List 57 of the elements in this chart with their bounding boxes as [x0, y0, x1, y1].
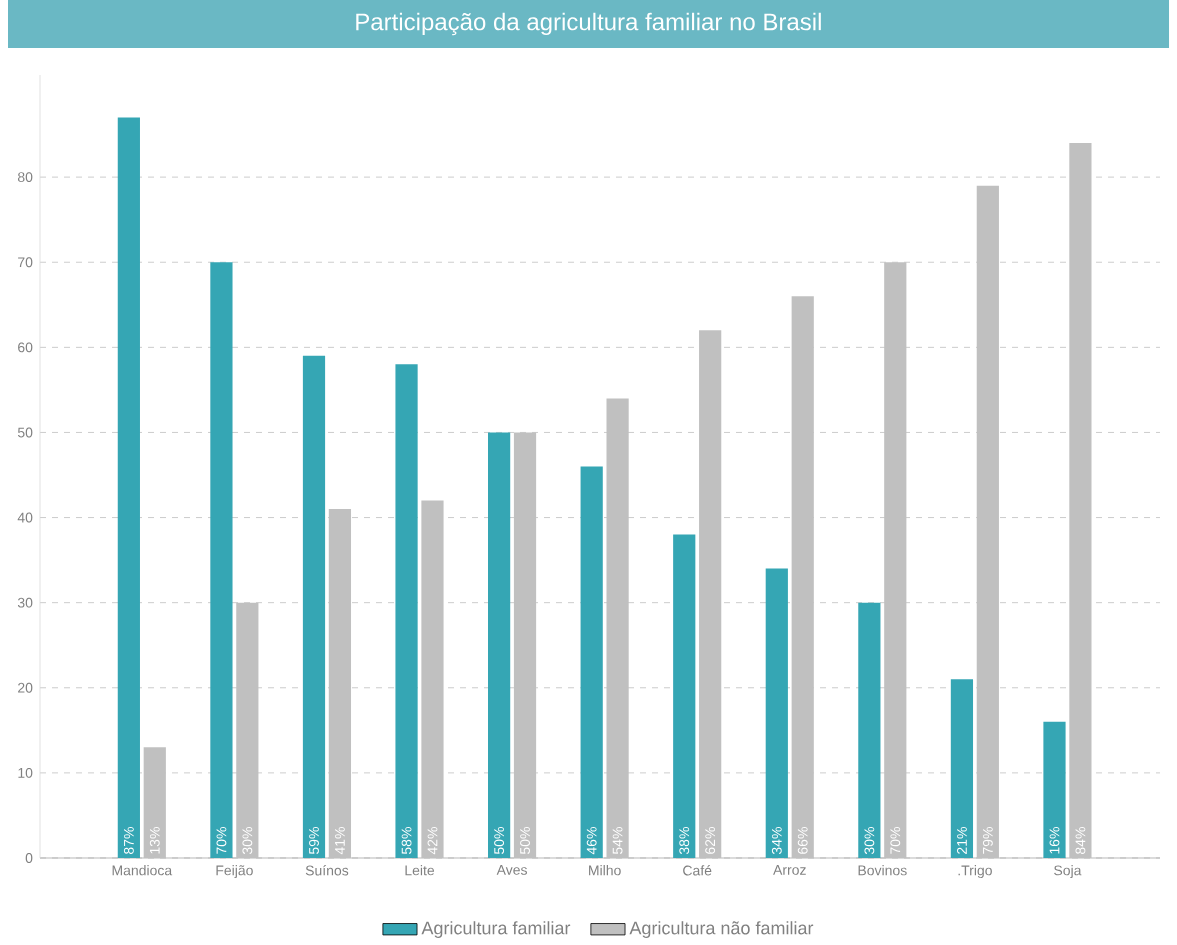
- data-label: 34%: [771, 826, 782, 854]
- x-tick-label: Milho: [589, 864, 621, 876]
- bar: [210, 262, 233, 858]
- data-label: 70%: [890, 826, 901, 854]
- y-tick-label: 0: [25, 852, 33, 863]
- bar: [395, 364, 418, 858]
- chart-title: Participação da agricultura familiar no Brasil: [356, 12, 821, 36]
- y-tick-label: 80: [17, 172, 33, 182]
- y-tick-label: 30: [17, 597, 33, 608]
- legend-label: Agricultura familiar: [421, 921, 571, 938]
- x-tick-label: Soja: [1054, 864, 1082, 878]
- x-tick-label: Arroz: [773, 864, 806, 875]
- data-label: 58%: [401, 826, 412, 854]
- bar: [791, 296, 814, 858]
- x-tick-label: .Trigo: [958, 864, 992, 878]
- data-label: 59%: [309, 826, 319, 854]
- x-tick-label: Bovinos: [858, 864, 907, 876]
- y-tick-label: 70: [18, 257, 33, 268]
- data-label: 46%: [586, 826, 597, 855]
- data-label: 21%: [957, 826, 967, 854]
- data-label: 16%: [1049, 826, 1060, 854]
- data-label: 84%: [1075, 826, 1086, 854]
- data-label: 41%: [335, 826, 345, 855]
- data-label: 54%: [612, 826, 623, 854]
- y-tick-label: 40: [17, 512, 33, 523]
- y-tick-label: 60: [18, 342, 33, 353]
- bar: [858, 602, 881, 858]
- bar: [1043, 721, 1066, 858]
- data-label: 13%: [149, 826, 160, 854]
- y-tick-label: 50: [17, 427, 33, 438]
- bar: [765, 568, 788, 858]
- x-tick-label: Feijão: [216, 864, 253, 878]
- y-tick-label: 10: [18, 767, 33, 778]
- bar: [117, 117, 140, 858]
- y-tick-label: 20: [18, 682, 33, 693]
- data-label: 38%: [679, 826, 690, 854]
- data-label: 42%: [427, 826, 438, 855]
- bar: [580, 466, 603, 858]
- data-label: 66%: [797, 826, 808, 854]
- x-tick-label: Leite: [405, 864, 435, 876]
- data-label: 79%: [982, 826, 993, 854]
- bar: [302, 355, 326, 858]
- bar: [673, 534, 696, 858]
- data-label: 62%: [705, 826, 716, 854]
- data-label: 30%: [864, 826, 875, 854]
- x-tick-label: Mandioca: [112, 864, 173, 876]
- data-label: 50%: [520, 826, 530, 854]
- x-tick-label: Suínos: [305, 864, 349, 876]
- bar: [950, 679, 974, 858]
- bar: [488, 432, 511, 858]
- data-label: 70%: [216, 826, 227, 854]
- x-tick-label: Aves: [496, 864, 527, 875]
- data-label: 30%: [242, 826, 253, 854]
- data-label: 87%: [123, 826, 134, 854]
- legend-label: Agricultura não familiar: [629, 921, 814, 938]
- x-tick-label: Café: [683, 864, 712, 876]
- data-label: 50%: [494, 826, 505, 854]
